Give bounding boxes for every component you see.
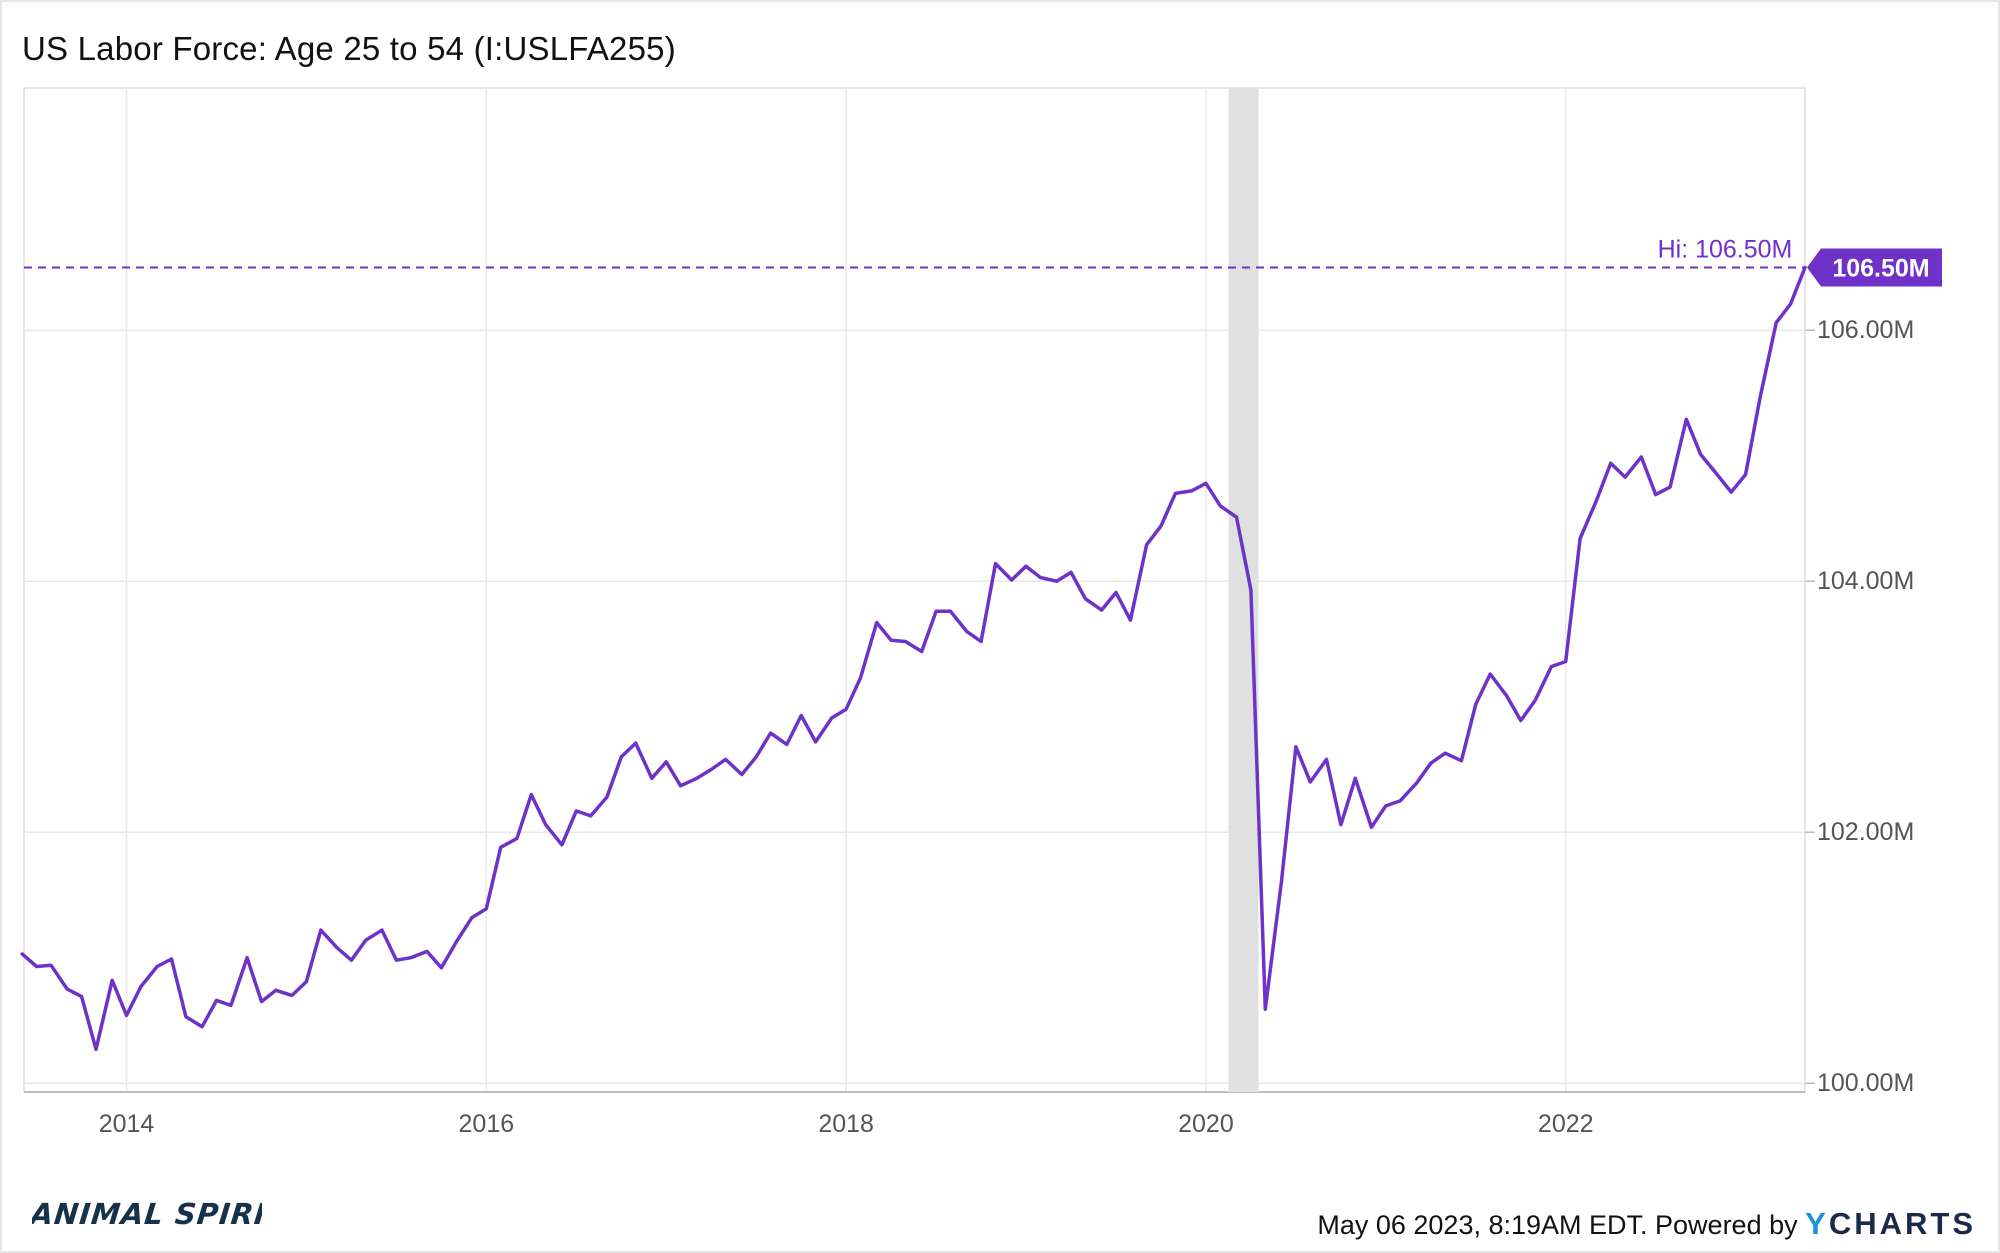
x-tick-label-2016: 2016: [459, 1110, 515, 1138]
chart-title: US Labor Force: Age 25 to 54 (I:USLFA255…: [22, 30, 676, 67]
ycharts-logo[interactable]: YCHARTS: [1805, 1206, 1976, 1241]
footer: May 06 2023, 8:19AM EDT. Powered by YCHA…: [1317, 1206, 1976, 1242]
animal-spirits-logo: ANIMAL SPIRITS: [27, 1184, 311, 1245]
animal-spirits-logo-text: ANIMAL SPIRITS: [32, 1197, 262, 1231]
y-tick-label-104: 104.00M: [1817, 567, 1914, 595]
recession-band: [1228, 88, 1259, 1092]
x-tick-label-2014: 2014: [99, 1110, 155, 1138]
y-tick-label-106: 106.00M: [1817, 316, 1914, 344]
plot-area-border: [23, 87, 1806, 1093]
last-value-flag: [1807, 248, 1942, 287]
ycharts-logo-rest: CHARTS: [1828, 1206, 1976, 1241]
last-value-label: 106.50M: [1832, 254, 1929, 282]
ycharts-logo-y: Y: [1805, 1206, 1829, 1241]
x-tick-label-2020: 2020: [1178, 1110, 1234, 1138]
footer-timestamp: May 06 2023, 8:19AM EDT. Powered by: [1317, 1210, 1798, 1240]
x-tick-label-2018: 2018: [818, 1110, 874, 1138]
x-tick-label-2022: 2022: [1538, 1110, 1594, 1138]
series-line: [20, 265, 1807, 1052]
hi-line-label: Hi: 106.50M: [1658, 235, 1793, 263]
y-tick-label-102: 102.00M: [1817, 818, 1914, 846]
y-tick-label-100: 100.00M: [1817, 1069, 1914, 1097]
